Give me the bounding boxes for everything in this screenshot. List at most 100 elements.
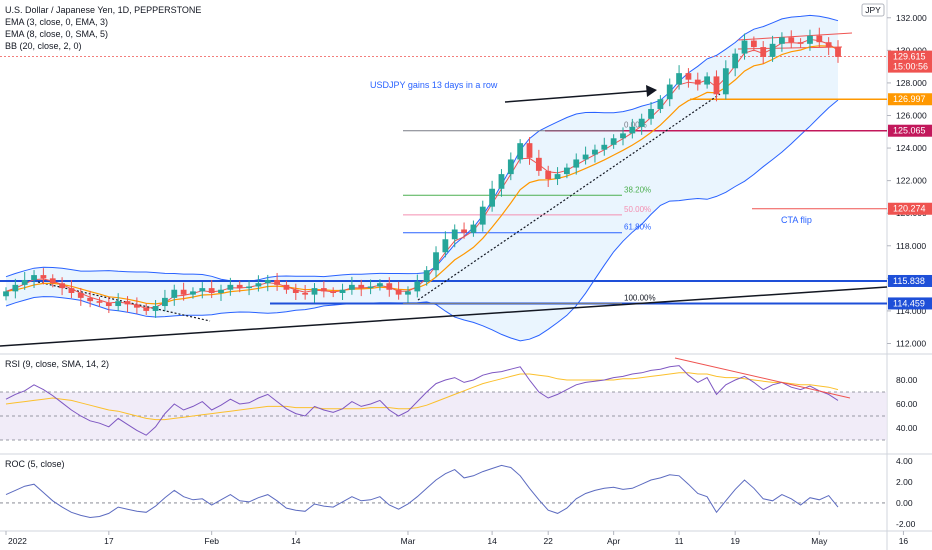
candle <box>470 220 477 237</box>
candle <box>208 280 215 299</box>
candle-body <box>470 224 477 233</box>
candle <box>807 29 813 51</box>
candle-body <box>162 297 168 307</box>
candle-body <box>629 126 636 134</box>
candle <box>59 277 65 296</box>
candle <box>769 35 776 62</box>
candle <box>171 284 178 306</box>
candle <box>227 277 234 296</box>
price-badge-120274 <box>888 202 932 215</box>
candle <box>180 282 187 301</box>
time-tick-label: Feb <box>204 536 219 546</box>
candle <box>694 72 701 91</box>
candle <box>479 200 486 232</box>
top-trendline-1 <box>737 32 853 41</box>
candle <box>666 78 673 107</box>
ema3-legend: EMA (3, close, 0, EMA, 3) <box>5 17 108 27</box>
candle-body <box>96 301 103 303</box>
candle-body <box>124 301 131 305</box>
time-tick-label: 22 <box>543 536 553 546</box>
fib-label-618: 61.80% <box>624 223 651 232</box>
price-tick-label: 132.000 <box>896 13 927 23</box>
candle <box>96 297 103 307</box>
candle-body <box>769 43 776 57</box>
candle-body <box>208 288 215 293</box>
time-tick-label: 19 <box>730 536 740 546</box>
candle-body <box>133 304 140 308</box>
candle <box>143 303 150 315</box>
candle-body <box>105 302 112 307</box>
bb-legend: BB (20, close, 2, 0) <box>5 41 82 51</box>
fib-label-100: 100.00% <box>624 293 656 302</box>
candle <box>620 127 626 146</box>
candle <box>825 37 832 56</box>
candle-body <box>713 76 720 95</box>
candle <box>377 279 383 291</box>
candle <box>105 296 112 314</box>
candle <box>582 146 589 165</box>
candle <box>797 38 804 48</box>
candle <box>685 68 692 88</box>
fib-label-382: 38.20% <box>624 185 651 194</box>
candle <box>311 283 318 303</box>
candle-body <box>807 35 813 44</box>
candle-body <box>180 289 187 295</box>
bollinger-lower-band <box>5 99 839 342</box>
candle-body <box>779 37 785 44</box>
candle-body <box>638 118 645 127</box>
downtrend-dotted-line <box>37 281 211 322</box>
price-axis: 132.000 130.000 128.000 126.000 124.000 122.0… <box>887 13 927 348</box>
uptrend-dotted-line <box>417 93 721 301</box>
candle-body <box>152 306 159 311</box>
candle <box>601 137 608 156</box>
candle <box>339 283 346 301</box>
candle <box>405 286 411 303</box>
price-labels: 129.615 15:00:56 126.997 125.065 120.274… <box>888 50 932 310</box>
bollinger-band-fill <box>6 15 838 341</box>
candle <box>451 224 458 248</box>
price-tick-label: 124.000 <box>896 143 927 153</box>
candle <box>31 270 37 288</box>
candle-body <box>218 289 224 293</box>
last-price-badge <box>888 50 932 73</box>
candle-body <box>171 289 178 298</box>
candle-body <box>115 301 122 307</box>
candle-body <box>386 283 393 290</box>
candle-body <box>657 99 664 109</box>
candle <box>49 274 56 288</box>
rsi-tick-label: 60.00 <box>896 399 918 409</box>
price-tick-label: 112.000 <box>896 338 926 348</box>
candle <box>395 281 402 300</box>
candle <box>87 290 94 308</box>
candle <box>330 287 337 298</box>
rsi-title: RSI (9, close, SMA, 14, 2) <box>5 359 109 369</box>
candle-body <box>49 278 56 284</box>
fibonacci-retracement: 0.00% 38.20% 50.00% 61.80% 100.00% <box>403 121 656 304</box>
candle-body <box>40 275 47 279</box>
candle <box>3 287 9 301</box>
candle <box>648 101 654 125</box>
candle <box>779 32 785 52</box>
candle-body <box>339 289 346 293</box>
candle <box>320 281 327 298</box>
rsi-tick-label: 40.00 <box>896 423 918 433</box>
candle-body <box>302 293 309 295</box>
candle-body <box>330 291 337 293</box>
price-text-126997: 126.997 <box>893 94 926 104</box>
fib-label-50: 50.00% <box>624 205 651 214</box>
candle-body <box>722 68 729 95</box>
candle <box>115 293 122 312</box>
candle <box>554 167 561 186</box>
candle <box>302 285 309 300</box>
candle-body <box>816 35 823 43</box>
candle-body <box>517 143 524 160</box>
roc-tick-label: 4.00 <box>896 456 913 466</box>
candle <box>12 278 19 299</box>
candle-body <box>87 297 94 302</box>
candle-body <box>59 283 65 289</box>
ema8-line <box>5 45 839 305</box>
time-tick-label: 14 <box>487 536 497 546</box>
candle-body <box>666 84 673 100</box>
time-tick-label: Apr <box>607 536 620 546</box>
candle-body <box>377 283 383 287</box>
